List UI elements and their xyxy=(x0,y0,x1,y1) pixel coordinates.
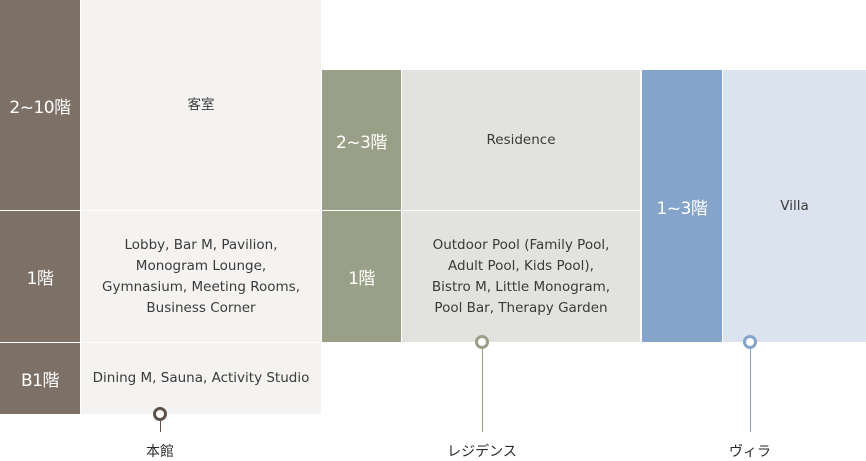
villa-floor-1-3: 1~3階 xyxy=(642,70,722,342)
residence-desc-1: Outdoor Pool (Family Pool, Adult Pool, K… xyxy=(402,211,640,342)
villa-label: ヴィラ xyxy=(729,444,771,460)
residence-connector xyxy=(482,349,483,432)
residence-floor-2-3: 2~3階 xyxy=(322,70,401,210)
main-floor-2-10: 2~10階 xyxy=(0,0,80,210)
floor-label: 1階 xyxy=(348,269,375,289)
villa-marker-icon xyxy=(743,335,757,349)
floor-label: 2~10階 xyxy=(9,97,71,118)
residence-floor-1: 1階 xyxy=(322,211,401,342)
floor-label: 2~3階 xyxy=(336,132,387,153)
main-desc-b1: Dining M, Sauna, Activity Studio xyxy=(81,343,321,414)
villa-connector xyxy=(750,349,751,432)
main-desc-2-10: 客室 xyxy=(81,0,321,210)
room-description: Villa xyxy=(780,197,809,214)
facility-description: Lobby, Bar M, Pavilion, Monogram Lounge,… xyxy=(102,236,300,316)
residence-marker-icon xyxy=(475,335,489,349)
villa-desc-1-3: Villa xyxy=(723,70,866,342)
residence-label: レジデンス xyxy=(447,444,517,460)
facility-description: Outdoor Pool (Family Pool, Adult Pool, K… xyxy=(431,236,611,316)
main-building-connector xyxy=(160,421,161,432)
main-desc-1: Lobby, Bar M, Pavilion, Monogram Lounge,… xyxy=(81,211,321,342)
facility-description: Dining M, Sauna, Activity Studio xyxy=(92,370,310,386)
main-building-marker-icon xyxy=(153,407,167,421)
main-building-label: 本館 xyxy=(146,444,174,460)
main-floor-1: 1階 xyxy=(0,211,80,342)
residence-desc-2-3: Residence xyxy=(402,70,640,210)
floor-label: 1階 xyxy=(26,269,54,289)
floor-label: 1~3階 xyxy=(656,198,708,219)
room-description: Residence xyxy=(486,131,556,148)
room-description: 客室 xyxy=(187,96,215,113)
floor-label: B1階 xyxy=(21,371,59,391)
main-floor-b1: B1階 xyxy=(0,343,80,414)
